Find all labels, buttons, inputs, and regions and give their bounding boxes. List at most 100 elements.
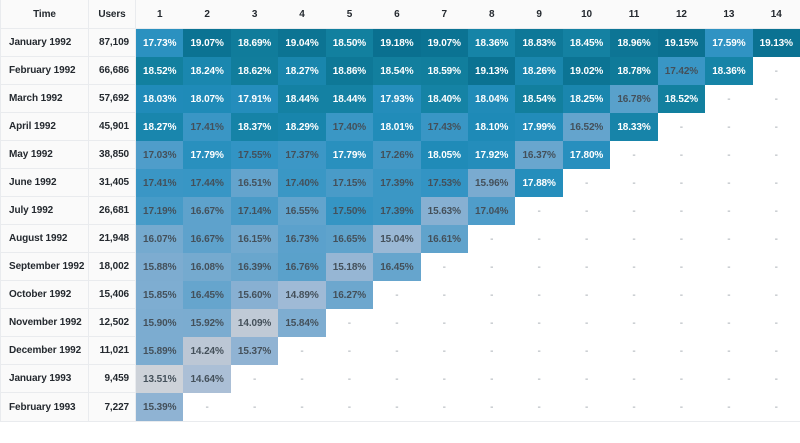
- retention-cell: 17.40%: [325, 113, 374, 141]
- retention-cell: 18.50%: [325, 29, 374, 57]
- retention-cell: 18.54%: [515, 85, 563, 113]
- empty-cell: -: [752, 337, 800, 365]
- empty-cell: -: [515, 309, 563, 337]
- empty-cell: -: [373, 337, 421, 365]
- empty-cell: -: [752, 113, 800, 141]
- retention-cell: 19.13%: [752, 29, 800, 57]
- cohort-time-label: February 1993: [1, 393, 89, 421]
- retention-cell: 17.04%: [467, 197, 516, 225]
- retention-cell: 16.73%: [278, 225, 326, 253]
- empty-cell: -: [752, 281, 800, 309]
- empty-cell: -: [610, 197, 658, 225]
- empty-cell: -: [467, 365, 516, 393]
- empty-cell: -: [420, 253, 468, 281]
- retention-cell: 16.37%: [515, 141, 563, 169]
- retention-cell: 16.45%: [183, 281, 231, 309]
- retention-cell: 19.02%: [562, 57, 611, 85]
- cohort-users-count: 26,681: [89, 197, 136, 225]
- table-row: January 1993 9,459 13.51% 14.64% - - - - - - - - - - -…: [1, 365, 800, 393]
- retention-cell: 17.55%: [230, 141, 279, 169]
- empty-cell: -: [705, 169, 753, 197]
- cohort-users-count: 45,901: [89, 113, 136, 141]
- retention-cell: 17.15%: [325, 169, 374, 197]
- cohort-users-count: 57,692: [89, 85, 136, 113]
- cohort-users-count: 12,502: [89, 309, 136, 337]
- empty-cell: -: [752, 225, 800, 253]
- empty-cell: -: [373, 365, 421, 393]
- retention-cell: 15.37%: [230, 337, 279, 365]
- empty-cell: -: [705, 393, 753, 421]
- cohort-time-label: January 1992: [1, 29, 89, 57]
- empty-cell: -: [562, 197, 611, 225]
- retention-cell: 17.39%: [373, 169, 421, 197]
- col-header-period-5: 5: [325, 0, 374, 29]
- empty-cell: -: [515, 365, 563, 393]
- empty-cell: -: [610, 225, 658, 253]
- table-row: January 1992 87,109 17.73% 19.07% 18.69% 19.0…: [1, 29, 800, 57]
- empty-cell: -: [752, 253, 800, 281]
- empty-cell: -: [325, 393, 374, 421]
- empty-cell: -: [610, 281, 658, 309]
- cohort-time-label: October 1992: [1, 281, 89, 309]
- col-header-period-8: 8: [467, 0, 516, 29]
- retention-cell: 15.85%: [136, 281, 184, 309]
- retention-cell: 16.55%: [278, 197, 326, 225]
- retention-cell: 18.04%: [467, 85, 516, 113]
- retention-cell: 16.65%: [325, 225, 374, 253]
- empty-cell: -: [183, 393, 231, 421]
- cohort-time-label: September 1992: [1, 253, 89, 281]
- empty-cell: -: [610, 141, 658, 169]
- retention-cell: 16.51%: [230, 169, 279, 197]
- cohort-time-label: May 1992: [1, 141, 89, 169]
- empty-cell: -: [752, 141, 800, 169]
- empty-cell: -: [515, 197, 563, 225]
- empty-cell: -: [705, 141, 753, 169]
- retention-cell: 17.44%: [183, 169, 231, 197]
- cohort-users-count: 66,686: [89, 57, 136, 85]
- retention-cell: 18.69%: [230, 29, 279, 57]
- table-row: May 1992 38,850 17.03% 17.79% 17.55% 17.37% 17…: [1, 141, 800, 169]
- retention-cell: 18.44%: [325, 85, 374, 113]
- retention-cell: 18.54%: [373, 57, 421, 85]
- table-row: June 1992 31,405 17.41% 17.44% 16.51% 17.40% 1…: [1, 169, 800, 197]
- empty-cell: -: [657, 141, 706, 169]
- empty-cell: -: [610, 393, 658, 421]
- empty-cell: -: [657, 113, 706, 141]
- retention-cell: 14.89%: [278, 281, 326, 309]
- empty-cell: -: [610, 337, 658, 365]
- col-header-period-6: 6: [373, 0, 421, 29]
- empty-cell: -: [705, 225, 753, 253]
- retention-cell: 16.78%: [610, 85, 658, 113]
- empty-cell: -: [657, 169, 706, 197]
- retention-cell: 18.37%: [230, 113, 279, 141]
- retention-cell: 18.25%: [562, 85, 611, 113]
- empty-cell: -: [705, 253, 753, 281]
- table-row: July 1992 26,681 17.19% 16.67% 17.14% 16.55% 1…: [1, 197, 800, 225]
- retention-cell: 18.78%: [610, 57, 658, 85]
- retention-cell: 15.96%: [467, 169, 516, 197]
- empty-cell: -: [610, 169, 658, 197]
- retention-cell: 16.08%: [183, 253, 231, 281]
- retention-cell: 17.79%: [183, 141, 231, 169]
- retention-cell: 18.83%: [515, 29, 563, 57]
- table-row: August 1992 21,948 16.07% 16.67% 16.15% 16.73…: [1, 225, 800, 253]
- col-header-period-4: 4: [278, 0, 326, 29]
- retention-cell: 14.64%: [183, 365, 231, 393]
- retention-cell: 17.50%: [325, 197, 374, 225]
- empty-cell: -: [420, 337, 468, 365]
- empty-cell: -: [515, 281, 563, 309]
- empty-cell: -: [610, 365, 658, 393]
- empty-cell: -: [515, 337, 563, 365]
- retention-cell: 17.80%: [562, 141, 611, 169]
- retention-cell: 19.13%: [467, 57, 516, 85]
- empty-cell: -: [467, 337, 516, 365]
- retention-cell: 18.07%: [183, 85, 231, 113]
- cohort-users-count: 9,459: [89, 365, 136, 393]
- retention-cell: 15.60%: [230, 281, 279, 309]
- empty-cell: -: [420, 365, 468, 393]
- table-row: February 1993 7,227 15.39% - - - - - - - - - - - - -: [1, 393, 800, 421]
- retention-cell: 17.39%: [373, 197, 421, 225]
- empty-cell: -: [562, 309, 611, 337]
- empty-cell: -: [515, 393, 563, 421]
- retention-cell: 17.88%: [515, 169, 563, 197]
